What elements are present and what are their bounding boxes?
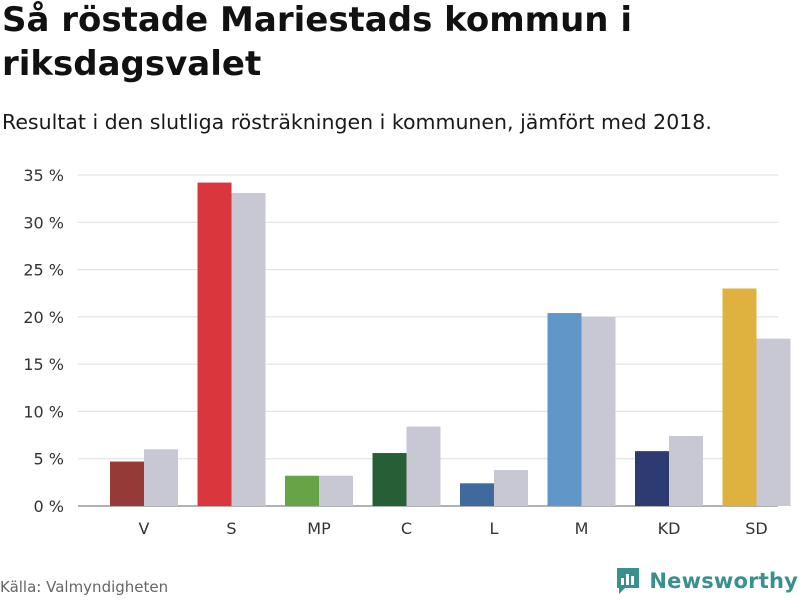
bars	[110, 182, 791, 506]
brand-name: Newsworthy	[649, 569, 798, 593]
bar-l-2022	[460, 483, 494, 506]
x-tick-label: SD	[745, 519, 767, 538]
bar-l-2018	[494, 470, 528, 506]
bar-v-2022	[110, 461, 144, 506]
x-tick-label: S	[226, 519, 236, 538]
x-tick-label: MP	[307, 519, 331, 538]
newsworthy-logo-icon	[617, 568, 640, 594]
y-tick-label: 35 %	[23, 166, 64, 185]
chart-title: Så röstade Mariestads kommun i riksdagsv…	[2, 0, 632, 84]
y-tick-label: 0 %	[34, 497, 64, 516]
y-tick-label: 10 %	[23, 402, 64, 421]
bar-m-2018	[581, 316, 616, 506]
x-tick-label: M	[575, 519, 589, 538]
x-tick-label: L	[490, 519, 499, 538]
bar-kd-2022	[635, 451, 669, 506]
x-axis-ticks: V S MP C L M KD SD	[139, 519, 768, 538]
bar-v-2018	[144, 449, 178, 506]
gridlines	[78, 174, 778, 507]
y-tick-label: 5 %	[34, 450, 64, 469]
x-tick-label: KD	[658, 519, 681, 538]
x-tick-label: C	[401, 519, 412, 538]
bar-m-2022	[547, 313, 582, 506]
bar-c-2022	[372, 453, 407, 506]
bar-sd-2022	[722, 288, 757, 506]
bar-mp-2018	[319, 475, 353, 506]
bar-mp-2022	[285, 475, 319, 506]
bar-s-2018	[231, 192, 266, 506]
y-axis-ticks: 0 % 5 % 10 % 15 % 20 % 25 % 30 % 35 %	[23, 166, 64, 516]
chart-subtitle: Resultat i den slutliga rösträkningen i …	[2, 110, 712, 134]
source-note: Källa: Valmyndigheten	[0, 578, 169, 596]
y-tick-label: 20 %	[23, 308, 64, 327]
y-tick-label: 30 %	[23, 213, 64, 232]
x-tick-label: V	[139, 519, 150, 538]
bar-s-2022	[197, 182, 232, 506]
bar-kd-2018	[669, 436, 703, 506]
bar-c-2018	[406, 426, 441, 506]
y-tick-label: 15 %	[23, 355, 64, 374]
bar-chart: 0 % 5 % 10 % 15 % 20 % 25 % 30 % 35 % V S MP C L M KD…	[23, 166, 791, 538]
brand-logo: Newsworthy	[615, 566, 798, 596]
y-tick-label: 25 %	[23, 261, 64, 280]
bar-sd-2018	[756, 338, 791, 506]
